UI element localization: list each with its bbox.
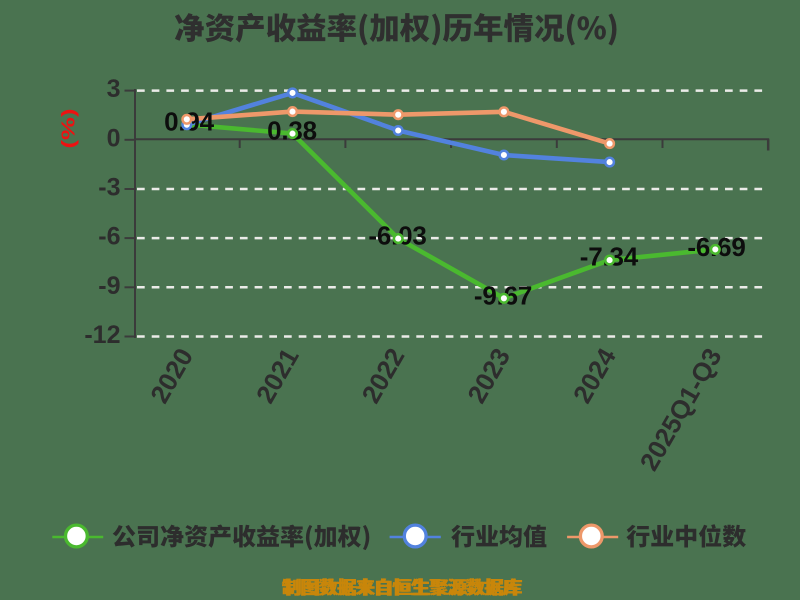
svg-text:3: 3 [107, 75, 121, 103]
svg-text:0: 0 [107, 124, 121, 152]
svg-text:-6: -6 [98, 223, 120, 251]
svg-text:(%): (%) [58, 108, 79, 148]
svg-text:-3: -3 [98, 174, 120, 202]
svg-text:-9: -9 [98, 272, 120, 300]
svg-text:-12: -12 [84, 321, 120, 349]
